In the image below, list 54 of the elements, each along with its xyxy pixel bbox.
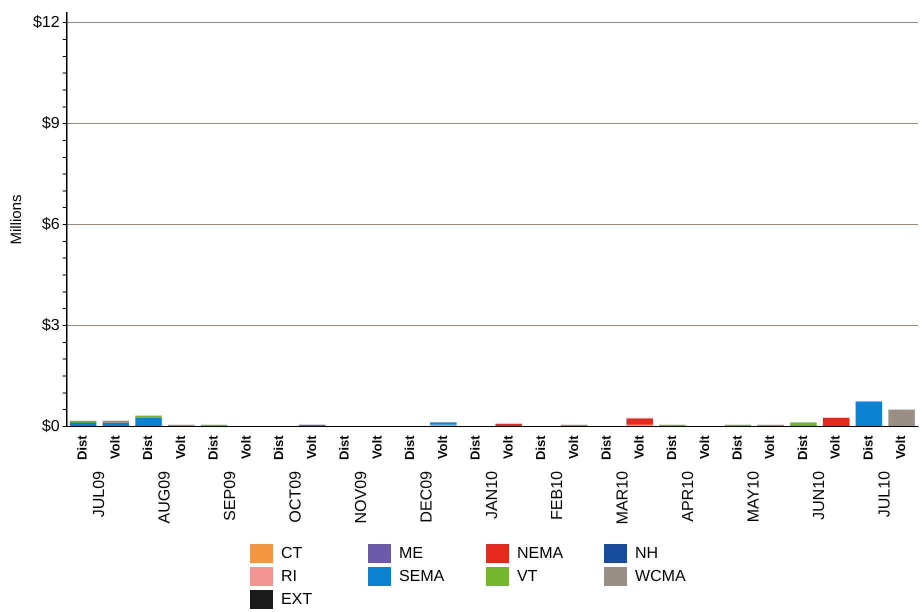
- y-tick-label: $6: [42, 216, 60, 233]
- text: JAN10: [484, 470, 501, 520]
- x-tick-label: Volt: [500, 434, 516, 460]
- text: OCT09: [287, 470, 304, 523]
- text: FEB10: [549, 470, 566, 520]
- text: DEC09: [418, 470, 436, 523]
- text: MAY10: [746, 470, 763, 522]
- x-tick-label: Dist: [598, 434, 614, 460]
- y-tick-label: $3: [42, 316, 60, 334]
- x-tick-label: Dist: [468, 434, 483, 460]
- x-tick-label: Dist: [533, 434, 548, 460]
- x-tick-label: Volt: [238, 434, 254, 460]
- x-tick-label: Volt: [172, 434, 188, 460]
- text: NOV09: [352, 470, 370, 524]
- y-axis-title: Millions: [8, 194, 26, 245]
- x-tick-label: Dist: [74, 434, 90, 460]
- legend-label: RI: [281, 568, 297, 586]
- x-tick-label: Dist: [206, 434, 221, 460]
- x-tick-label: Dist: [402, 434, 418, 460]
- x-tick-label: Dist: [664, 434, 680, 460]
- text: JUL10: [876, 470, 894, 518]
- x-tick-label: Volt: [893, 434, 908, 460]
- text: AUG09: [156, 470, 174, 524]
- x-tick-label: Volt: [696, 434, 712, 460]
- x-tick-label: Volt: [369, 434, 384, 460]
- x-tick-label: Volt: [828, 434, 843, 460]
- text: APR10: [680, 470, 698, 522]
- x-tick-label: Volt: [304, 434, 319, 460]
- y-tick-label: $12: [32, 14, 60, 32]
- x-tick-label: Volt: [434, 434, 450, 460]
- text: JUN10: [811, 470, 828, 520]
- x-tick-label: Volt: [762, 434, 778, 460]
- text: JUL09: [90, 470, 108, 518]
- y-tick-label: $0: [42, 418, 60, 435]
- legend-label: SEMA: [399, 568, 444, 586]
- legend-label: ME: [399, 544, 423, 562]
- x-tick-label: Dist: [336, 434, 352, 460]
- x-tick-label: Volt: [107, 434, 122, 460]
- legend-label: NEMA: [517, 544, 564, 562]
- x-tick-label: Dist: [860, 434, 876, 460]
- x-tick-label: Dist: [729, 434, 744, 460]
- x-tick-label: Volt: [566, 434, 581, 460]
- legend-label: NH: [635, 544, 658, 562]
- x-tick-label: Volt: [631, 434, 646, 460]
- legend-label: WCMA: [635, 568, 686, 586]
- x-tick-label: Dist: [140, 434, 156, 460]
- legend-label: VT: [517, 568, 538, 586]
- y-tick-label: $9: [42, 115, 60, 132]
- x-tick-label: Dist: [794, 434, 810, 460]
- legend-label: EXT: [281, 590, 312, 608]
- text: MAR10: [614, 470, 632, 524]
- legend-label: CT: [281, 544, 302, 562]
- text: SEP09: [222, 470, 239, 521]
- x-tick-label: Dist: [271, 434, 286, 460]
